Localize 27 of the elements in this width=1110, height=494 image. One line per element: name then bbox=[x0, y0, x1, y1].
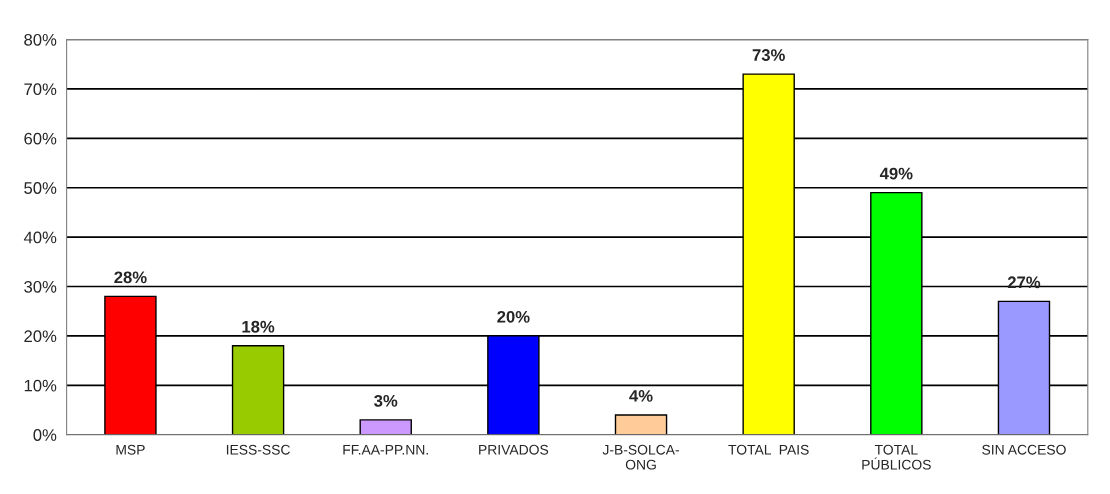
data-label: 3% bbox=[374, 394, 398, 407]
data-label: 4% bbox=[629, 390, 653, 402]
bar bbox=[359, 419, 412, 435]
y-tick-label: 0% bbox=[33, 429, 57, 441]
y-tick-label: 80% bbox=[24, 33, 57, 46]
x-tick-label: TOTAL PAIS bbox=[728, 444, 809, 455]
bar bbox=[614, 414, 668, 435]
x-tick-label: MSP bbox=[116, 444, 145, 455]
data-label: 49% bbox=[879, 167, 913, 180]
y-tick-label: 10% bbox=[24, 379, 57, 392]
x-tick-label: FF.AA-PP.NN. bbox=[343, 444, 428, 455]
data-label: 28% bbox=[114, 271, 147, 284]
y-tick-label: 30% bbox=[24, 280, 57, 293]
x-tick-label: TOTAL PÚBLICOS bbox=[862, 444, 931, 470]
x-tick-label: SIN ACCESO bbox=[982, 444, 1066, 455]
x-tick-label: J-B-SOLCA- ONG bbox=[602, 444, 679, 470]
data-label: 27% bbox=[1007, 276, 1041, 289]
x-tick-label: PRIVADOS bbox=[479, 444, 549, 455]
data-label: 20% bbox=[497, 310, 530, 323]
x-tick-label: IESS-SSC bbox=[226, 444, 290, 455]
data-label: 18% bbox=[242, 320, 275, 333]
y-tick-label: 60% bbox=[24, 132, 57, 145]
y-tick-label: 50% bbox=[24, 182, 57, 194]
y-tick-label: 70% bbox=[24, 83, 57, 96]
data-label: 73% bbox=[752, 49, 785, 61]
y-tick-label: 40% bbox=[23, 231, 57, 244]
y-tick-label: 20% bbox=[24, 330, 57, 343]
